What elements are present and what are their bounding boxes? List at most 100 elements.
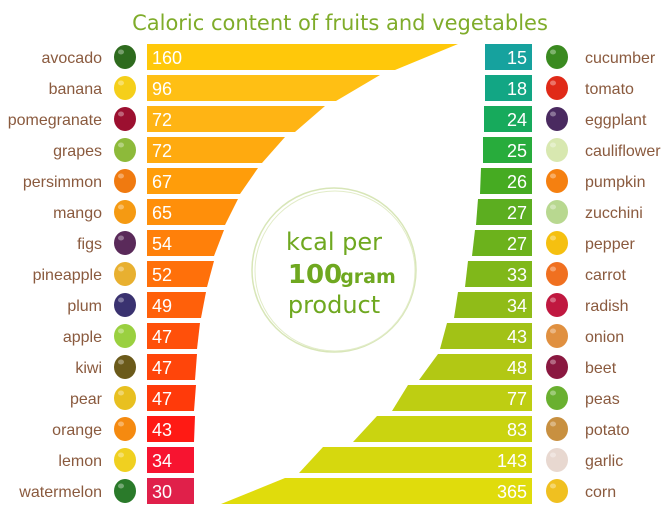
value-label-potato: 83	[507, 420, 527, 440]
tomato-icon	[546, 76, 568, 100]
bar-pumpkin	[480, 168, 532, 194]
value-label-garlic: 143	[497, 451, 527, 471]
bar-kiwi	[147, 354, 197, 380]
carrot-icon-highlight	[550, 266, 556, 272]
bar-group-orange: 43 orange	[52, 416, 195, 442]
persimmon-icon	[114, 169, 136, 193]
bar-group-apple: 47 apple	[63, 323, 200, 349]
category-label-corn: corn	[585, 484, 616, 501]
bar-group-carrot: 33 carrot	[465, 261, 626, 287]
beet-icon-highlight	[550, 359, 556, 365]
value-label-persimmon: 67	[152, 172, 172, 192]
category-label-pear: pear	[70, 391, 103, 408]
bar-group-mango: 65 mango	[53, 199, 238, 225]
onion-icon-highlight	[550, 328, 556, 334]
value-label-carrot: 33	[507, 265, 527, 285]
category-label-lemon: lemon	[58, 453, 102, 470]
bar-banana	[147, 75, 380, 101]
pumpkin-icon-highlight	[550, 173, 556, 179]
bar-corn	[221, 478, 532, 504]
category-label-kiwi: kiwi	[75, 360, 102, 377]
bar-group-plum: 49 plum	[67, 292, 206, 318]
category-label-pumpkin: pumpkin	[585, 174, 645, 191]
bar-group-peas: 77 peas	[392, 385, 620, 411]
category-label-tomato: tomato	[585, 81, 634, 98]
value-label-banana: 96	[152, 79, 172, 99]
bar-group-potato: 83 potato	[353, 416, 630, 442]
category-label-onion: onion	[585, 329, 624, 346]
orange-icon	[114, 417, 136, 441]
value-label-lemon: 34	[152, 451, 172, 471]
zucchini-icon	[546, 200, 568, 224]
banana-icon-highlight	[118, 80, 124, 86]
bar-group-corn: 365 corn	[221, 478, 616, 504]
avocado-icon	[114, 45, 136, 69]
watermelon-icon	[114, 479, 136, 503]
potato-icon	[546, 417, 568, 441]
value-label-mango: 65	[152, 203, 172, 223]
watermelon-icon-highlight	[118, 483, 124, 489]
value-label-cucumber: 15	[507, 48, 527, 68]
value-label-pumpkin: 26	[507, 172, 527, 192]
bar-group-eggplant: 24 eggplant	[484, 106, 647, 132]
bar-cucumber	[485, 44, 532, 70]
bar-persimmon	[147, 168, 258, 194]
bar-lemon	[147, 447, 194, 473]
center-badge: kcal per 100 gram product	[251, 187, 417, 353]
bar-plum	[147, 292, 206, 318]
bar-beet	[419, 354, 532, 380]
bar-group-onion: 43 onion	[440, 323, 624, 349]
carrot-icon	[546, 262, 568, 286]
pomegranate-icon	[114, 107, 136, 131]
pineapple-icon-highlight	[118, 266, 124, 272]
bar-mango	[147, 199, 238, 225]
zucchini-icon-highlight	[550, 204, 556, 210]
category-label-potato: potato	[585, 422, 630, 439]
corn-icon-highlight	[550, 483, 556, 489]
radish-icon	[546, 293, 568, 317]
bar-group-avocado: 160 avocado	[42, 44, 458, 70]
figs-icon-highlight	[118, 235, 124, 241]
kiwi-icon-highlight	[118, 359, 124, 365]
plum-icon-highlight	[118, 297, 124, 303]
category-label-cauliflower: cauliflower	[585, 143, 661, 160]
bar-pineapple	[147, 261, 214, 287]
bar-group-tomato: 18 tomato	[485, 75, 634, 101]
onion-icon	[546, 324, 568, 348]
category-label-plum: plum	[67, 298, 102, 315]
category-label-beet: beet	[585, 360, 617, 377]
tomato-icon-highlight	[550, 80, 556, 86]
category-label-persimmon: persimmon	[23, 174, 102, 191]
category-label-orange: orange	[52, 422, 102, 439]
value-label-watermelon: 30	[152, 482, 172, 502]
pepper-icon-highlight	[550, 235, 556, 241]
bar-garlic	[299, 447, 532, 473]
value-label-avocado: 160	[152, 48, 182, 68]
category-label-cucumber: cucumber	[585, 50, 656, 67]
pear-icon	[114, 386, 136, 410]
bar-group-cucumber: 15 cucumber	[485, 44, 656, 70]
bar-pear	[147, 385, 196, 411]
value-label-grapes: 72	[152, 141, 172, 161]
category-label-grapes: grapes	[53, 143, 102, 160]
value-label-zucchini: 27	[507, 203, 527, 223]
apple-icon-highlight	[118, 328, 124, 334]
category-label-pepper: pepper	[585, 236, 635, 253]
category-label-pomegranate: pomegranate	[8, 112, 102, 129]
garlic-icon	[546, 448, 568, 472]
bar-group-garlic: 143 garlic	[299, 447, 623, 473]
cauliflower-icon	[546, 138, 568, 162]
value-label-apple: 47	[152, 327, 172, 347]
bar-group-pomegranate: 72 pomegranate	[8, 106, 325, 132]
peas-icon	[546, 386, 568, 410]
bar-group-watermelon: 30 watermelon	[18, 478, 194, 504]
value-label-pineapple: 52	[152, 265, 172, 285]
pumpkin-icon	[546, 169, 568, 193]
pear-icon-highlight	[118, 390, 124, 396]
bar-figs	[147, 230, 224, 256]
bar-pepper	[472, 230, 532, 256]
grapes-icon	[114, 138, 136, 162]
bar-group-persimmon: 67 persimmon	[23, 168, 258, 194]
center-line-2-number: 100	[288, 260, 342, 290]
